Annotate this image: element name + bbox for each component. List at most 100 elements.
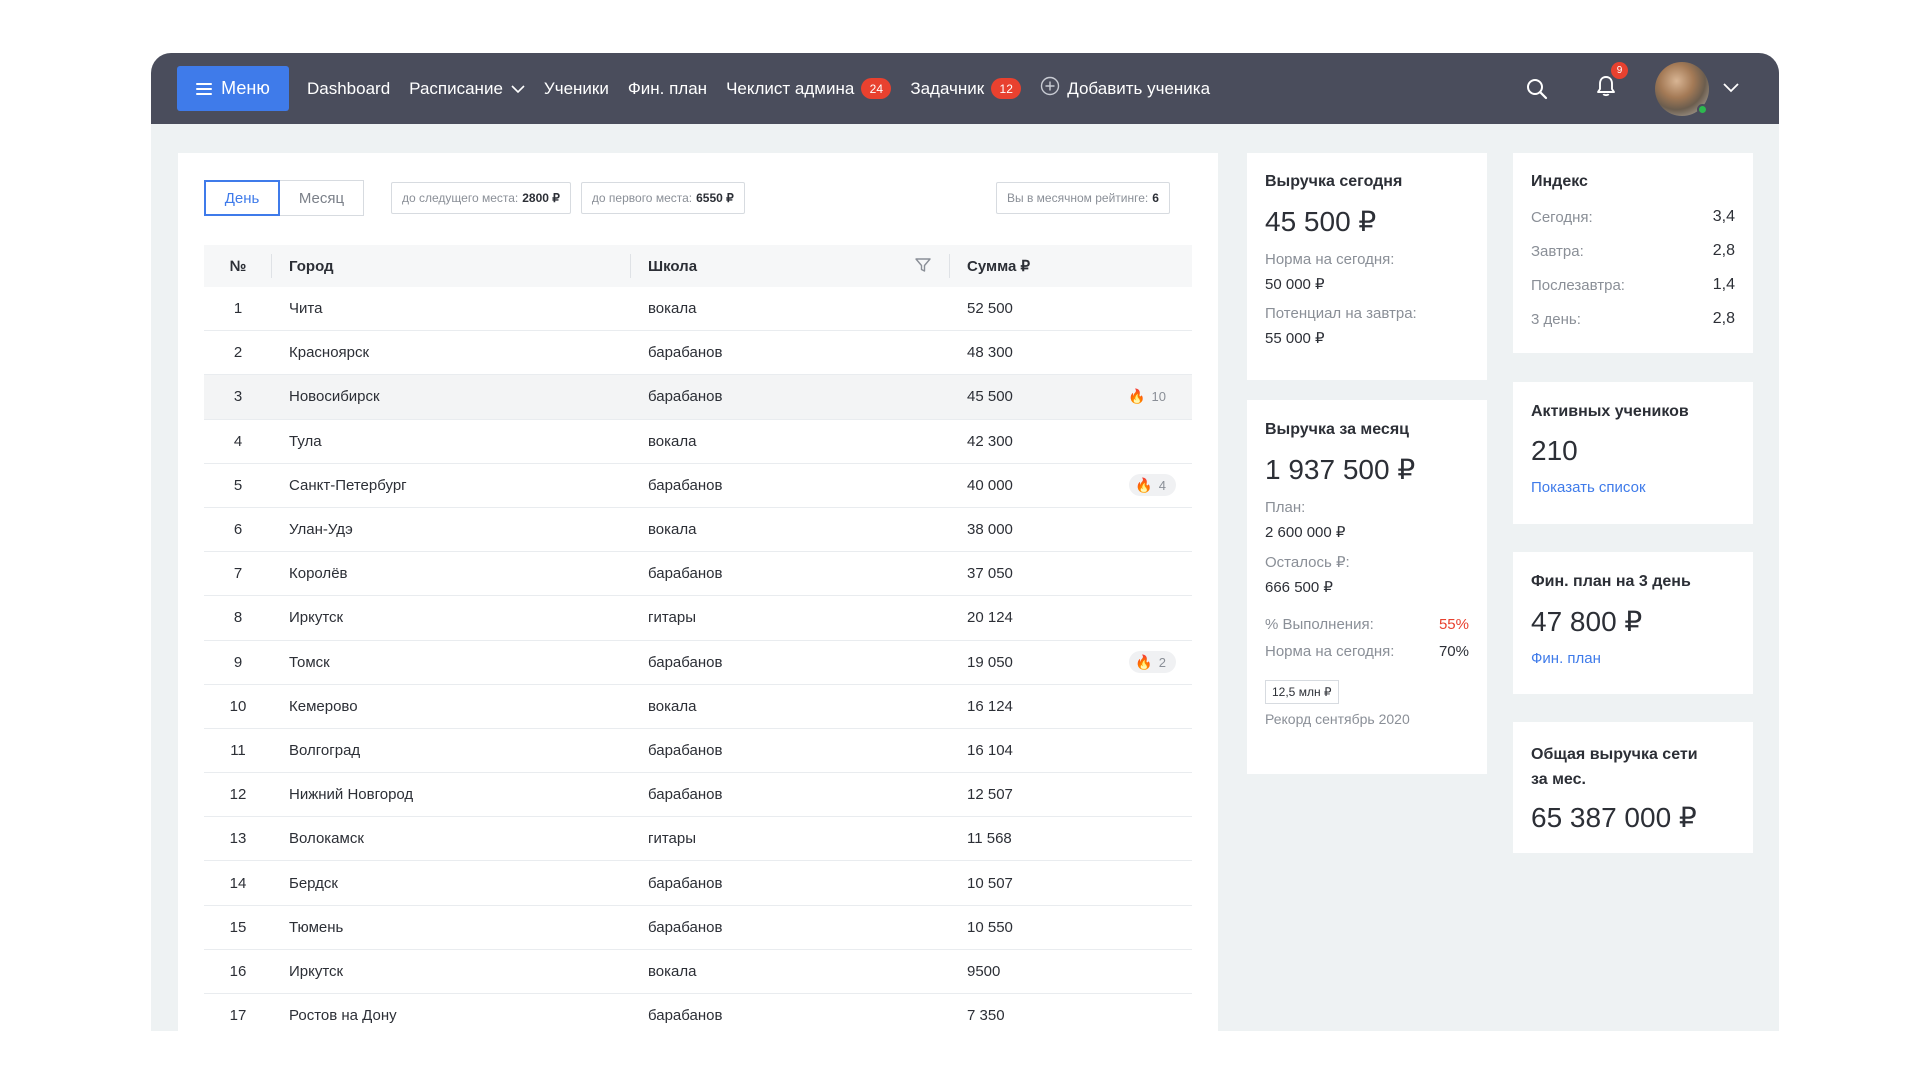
nav-students-label: Ученики (543, 78, 609, 98)
index-card: Индекс Сегодня: 3,4 Завтра: 2,8 Послезав… (1513, 153, 1753, 353)
table-row[interactable]: 15 Тюмень барабанов 10 550 (204, 906, 1192, 950)
nav-schedule-label: Расписание (409, 78, 503, 98)
index-label: Послезавтра: (1531, 276, 1625, 294)
revenue-month-left-value: 666 500 ₽ (1265, 579, 1333, 596)
col-header-city[interactable]: Город (272, 245, 631, 287)
row-school: барабанов (648, 565, 723, 583)
fin-plan-title: Фин. план на 3 день (1531, 573, 1691, 590)
table-row[interactable]: 2 Красноярск барабанов 48 300 (204, 331, 1192, 376)
row-school: гитары (648, 830, 697, 848)
add-student-button[interactable]: Добавить ученика (1040, 76, 1210, 101)
table-row[interactable]: 8 Иркутск гитары 20 124 (204, 596, 1192, 641)
table-row[interactable]: 7 Королёв барабанов 37 050 (204, 552, 1192, 597)
row-sum-cell: 20 124 (950, 596, 1192, 639)
completion-label: % Выполнения: (1265, 616, 1374, 633)
filter-icon[interactable] (914, 256, 932, 278)
row-school: вокала (648, 432, 697, 450)
table-row[interactable]: 13 Волокамск гитары 11 568 (204, 817, 1192, 862)
col-header-school[interactable]: Школа (631, 245, 950, 287)
nav-schedule[interactable]: Расписание (409, 79, 525, 99)
row-school: барабанов (648, 476, 723, 494)
table-row[interactable]: 5 Санкт-Петербург барабанов 40 000 🔥 4 (204, 464, 1192, 508)
row-school: барабанов (648, 741, 723, 759)
table-row[interactable]: 4 Тула вокала 42 300 (204, 420, 1192, 464)
search-icon[interactable] (1526, 78, 1548, 100)
period-month-button[interactable]: Месяц (280, 180, 364, 216)
fin-plan-link[interactable]: Фин. план (1531, 650, 1601, 667)
row-sum-cell: 42 300 (950, 420, 1192, 463)
bell-icon (1596, 75, 1616, 102)
col-header-num[interactable]: № (204, 245, 272, 287)
rating-table: № Город Школа Сумма ₽ 1 Чита вокала 52 500 2… (204, 245, 1192, 1031)
table-row[interactable]: 10 Кемерово вокала 16 124 (204, 685, 1192, 729)
row-num: 10 (229, 697, 247, 715)
checklist-count-badge: 24 (861, 78, 892, 99)
chevron-down-icon (511, 79, 525, 99)
row-sum-cell: 10 507 (950, 861, 1192, 904)
table-row[interactable]: 17 Ростов на Дону барабанов 7 350 (204, 994, 1192, 1031)
nav-students[interactable]: Ученики (544, 79, 609, 99)
index-row: Завтра: 2,8 (1531, 234, 1735, 268)
chevron-down-icon[interactable] (1723, 80, 1739, 98)
row-sum-cell: 37 050 (950, 552, 1192, 595)
table-row[interactable]: 3 Новосибирск барабанов 45 500 🔥 10 (204, 375, 1192, 420)
row-num: 11 (230, 741, 246, 759)
month-norm-value: 70% (1438, 643, 1469, 660)
row-sum: 11 568 (967, 830, 1012, 848)
row-num: 17 (229, 1007, 247, 1025)
table-row[interactable]: 16 Иркутск вокала 9500 (204, 950, 1192, 994)
row-sum: 7 350 (967, 1007, 1005, 1025)
col-header-sum[interactable]: Сумма ₽ (967, 258, 1031, 275)
streak-count: 2 (1158, 654, 1166, 670)
row-sum-cell: 40 000 🔥 4 (950, 464, 1192, 507)
row-sum: 38 000 (967, 521, 1013, 539)
nav-task-book[interactable]: Задачник 12 (910, 78, 1022, 99)
fire-icon: 🔥 (1135, 476, 1153, 493)
next-place-chip: до следущего места: 2800 ₽ (391, 182, 571, 214)
nav-fin-plan[interactable]: Фин. план (628, 79, 707, 99)
nav-dashboard[interactable]: Dashboard (307, 79, 390, 99)
row-num: 1 (233, 300, 243, 318)
active-students-title: Активных учеников (1531, 403, 1689, 420)
row-city: Волгоград (289, 741, 361, 759)
index-value: 2,8 (1712, 310, 1735, 327)
index-row: Послезавтра: 1,4 (1531, 268, 1735, 302)
row-school: вокала (648, 697, 697, 715)
menu-label: Меню (221, 78, 270, 98)
row-city: Иркутск (289, 962, 344, 980)
row-city: Красноярск (289, 344, 370, 362)
user-avatar[interactable] (1655, 61, 1709, 116)
table-row[interactable]: 9 Томск барабанов 19 050 🔥 2 (204, 641, 1192, 685)
notifications-button[interactable]: 9 (1596, 62, 1628, 102)
row-num: 15 (229, 918, 247, 936)
menu-button[interactable]: Меню (177, 66, 289, 111)
period-day-button[interactable]: День (204, 180, 280, 216)
table-row[interactable]: 6 Улан-Удэ вокала 38 000 (204, 508, 1192, 553)
row-sum: 19 050 (967, 653, 1013, 671)
nav-admin-checklist-label: Чеклист админа (726, 78, 855, 98)
nav-admin-checklist[interactable]: Чеклист админа 24 (726, 78, 892, 99)
first-place-value: 6550 ₽ (696, 191, 734, 205)
app-window: Меню Dashboard Расписание Ученики Фин. п… (151, 53, 1779, 1031)
row-num: 13 (229, 830, 247, 848)
fin-plan-card: Фин. план на 3 день 47 800 ₽ Фин. план (1513, 552, 1753, 694)
table-row[interactable]: 14 Бердск барабанов 10 507 (204, 861, 1192, 906)
show-list-link[interactable]: Показать список (1531, 479, 1646, 496)
record-wrap: 12,5 млн ₽ (1265, 680, 1469, 704)
row-sum: 52 500 (967, 300, 1013, 318)
table-row[interactable]: 1 Чита вокала 52 500 (204, 287, 1192, 332)
row-sum-cell: 52 500 (950, 287, 1192, 330)
active-students-card: Активных учеников 210 Показать список (1513, 382, 1753, 524)
top-navbar: Меню Dashboard Расписание Ученики Фин. п… (151, 53, 1779, 124)
revenue-month-left-label: Осталось ₽: (1265, 554, 1350, 571)
streak-count: 4 (1158, 477, 1166, 493)
revenue-month-value: 1 937 500 ₽ (1265, 454, 1416, 485)
table-row[interactable]: 11 Волгоград барабанов 16 104 (204, 729, 1192, 774)
row-sum-cell: 12 507 (950, 773, 1192, 816)
hamburger-icon (196, 82, 213, 95)
row-sum: 10 550 (967, 918, 1013, 936)
row-num: 12 (229, 786, 247, 804)
revenue-month-title: Выручка за месяц (1265, 421, 1409, 438)
row-school: барабанов (648, 344, 723, 362)
table-row[interactable]: 12 Нижний Новгород барабанов 12 507 (204, 773, 1192, 818)
